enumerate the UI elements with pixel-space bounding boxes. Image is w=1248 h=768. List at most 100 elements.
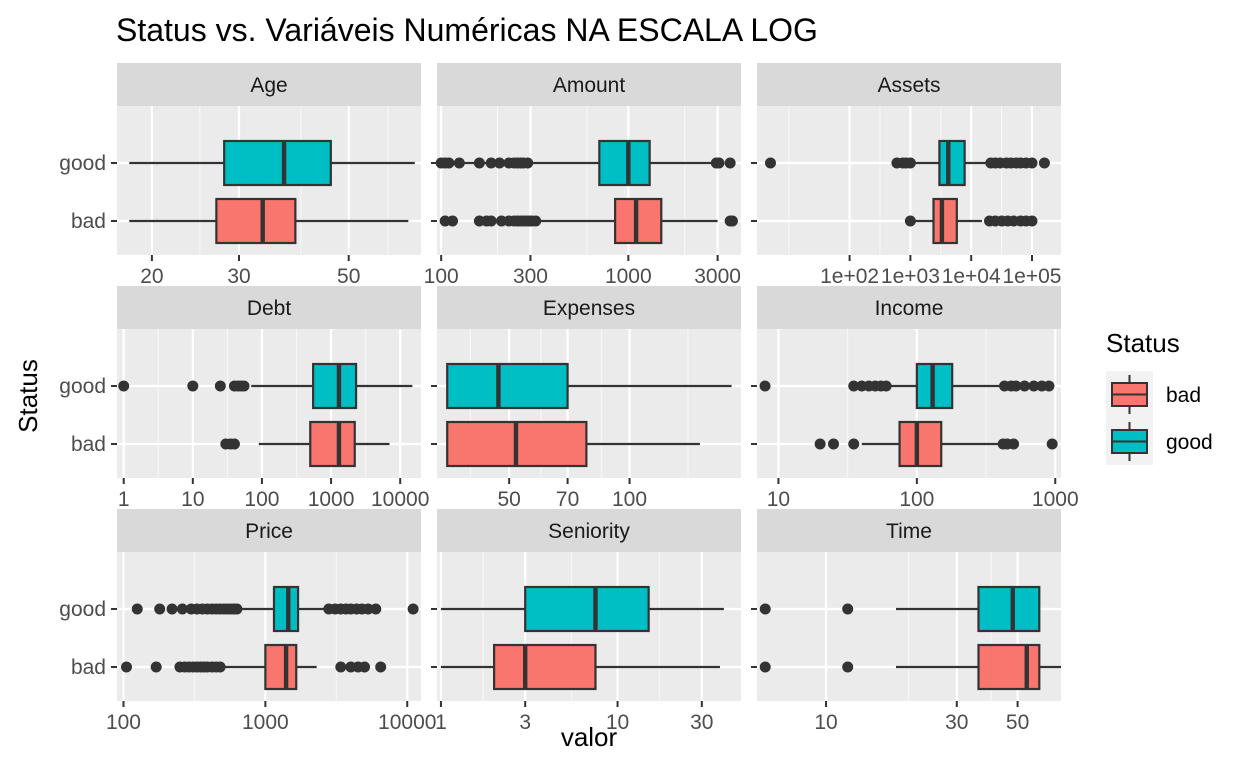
x-tick-label: 100 — [899, 488, 934, 511]
panel-expenses: Expenses 50 70 100 — [431, 286, 741, 511]
iqr-box — [598, 139, 651, 187]
x-tick-label: 1000 — [1032, 488, 1079, 511]
facet-strip — [757, 286, 1061, 329]
outlier-point — [828, 438, 840, 450]
outlier-point — [485, 215, 497, 227]
boxplot-good — [131, 585, 419, 633]
iqr-box — [977, 643, 1041, 691]
outlier-point — [842, 603, 854, 615]
boxplot-good — [764, 139, 1050, 187]
x-tick-label: 10 — [814, 711, 837, 734]
outlier-point — [1038, 157, 1050, 169]
x-tick-label: 100 — [106, 711, 141, 734]
outlier-point — [759, 661, 771, 673]
facet-strip — [757, 509, 1061, 552]
panel-background — [117, 329, 421, 478]
panel-income: Income 10 100 1000 — [751, 286, 1079, 511]
iqr-box — [264, 643, 298, 691]
outlier-point — [726, 215, 738, 227]
panel-amount: Amount 100 300 1000 3000 — [424, 63, 741, 288]
boxplot-good — [129, 139, 415, 187]
boxplot-good — [440, 585, 724, 633]
outlier-point — [150, 661, 162, 673]
outlier-point — [1008, 438, 1020, 450]
x-tick-label: 1000 — [308, 488, 355, 511]
boxplot-bad — [814, 420, 1058, 468]
outlier-point — [1046, 438, 1058, 450]
outlier-point — [494, 157, 506, 169]
outlier-point — [187, 380, 199, 392]
panel-background — [757, 106, 1061, 255]
x-tick-label: 1e+03 — [881, 265, 940, 288]
outlier-point — [120, 661, 132, 673]
x-tick-label: 20 — [140, 265, 163, 288]
iqr-box — [309, 420, 356, 468]
panel-assets: Assets 1e+02 1e+03 1e+04 1e+05 — [751, 63, 1061, 288]
outlier-point — [473, 157, 485, 169]
x-tick-label: 30 — [227, 265, 250, 288]
facet-strip-label: Amount — [553, 74, 626, 97]
x-tick-label: 1e+04 — [942, 265, 1001, 288]
boxplot-bad — [220, 420, 390, 468]
outlier-point — [166, 603, 178, 615]
boxplot-good — [435, 139, 736, 187]
x-tick-label: 10000 — [371, 488, 429, 511]
panel-time: Time 10 30 50 — [751, 509, 1061, 734]
outlier-point — [453, 157, 465, 169]
iqr-box — [938, 139, 966, 187]
x-tick-label: 100 — [612, 488, 647, 511]
iqr-box — [493, 643, 597, 691]
x-tick-label: 100 — [424, 265, 459, 288]
outlier-point — [154, 603, 166, 615]
boxplot-bad — [440, 643, 720, 691]
boxplot-good — [759, 362, 1055, 410]
outlier-point — [724, 157, 736, 169]
facet-strip — [437, 286, 741, 329]
facet-strip — [117, 63, 421, 106]
x-tick-label: 1000 — [242, 711, 289, 734]
x-tick-label: 1 — [118, 488, 130, 511]
outlier-point — [214, 380, 226, 392]
facet-strip — [757, 63, 1061, 106]
boxplot-bad — [759, 643, 1061, 691]
outlier-point — [485, 157, 497, 169]
x-axis-title: valor — [561, 722, 618, 752]
x-tick-label: 3000 — [694, 265, 741, 288]
outlier-point — [530, 215, 542, 227]
iqr-box — [932, 197, 958, 245]
iqr-box — [524, 585, 650, 633]
iqr-box — [312, 362, 358, 410]
boxplot-bad — [129, 197, 409, 245]
iqr-box — [898, 420, 943, 468]
legend: Status bad good — [1106, 328, 1213, 465]
iqr-box — [215, 197, 297, 245]
facet-strip-label: Price — [245, 520, 293, 543]
outlier-point — [904, 215, 916, 227]
y-tick-label: bad — [71, 433, 106, 456]
y-tick-label: bad — [71, 210, 106, 233]
x-tick-label: 50 — [337, 265, 360, 288]
y-tick-label: good — [59, 152, 106, 175]
outlier-point — [1028, 380, 1040, 392]
facet-strip-label: Income — [875, 297, 944, 320]
x-tick-label: 10 — [181, 488, 204, 511]
x-tick-label: 1 — [435, 711, 447, 734]
facet-strip-label: Debt — [247, 297, 292, 320]
facet-strip — [117, 286, 421, 329]
boxplot-good — [118, 362, 413, 410]
x-tick-label: 50 — [497, 488, 520, 511]
outlier-point — [759, 603, 771, 615]
outlier-point — [1043, 380, 1055, 392]
outlier-point — [713, 157, 725, 169]
x-tick-label: 1e+05 — [1002, 265, 1061, 288]
boxplot-bad — [120, 643, 387, 691]
boxplot-bad — [904, 197, 1038, 245]
legend-key-good: good — [1106, 418, 1213, 465]
iqr-box — [223, 139, 332, 187]
legend-label: bad — [1166, 384, 1201, 407]
outlier-point — [118, 380, 130, 392]
x-tick-label: 50 — [1006, 711, 1029, 734]
outlier-point — [238, 380, 250, 392]
x-tick-label: 3 — [519, 711, 531, 734]
x-tick-label: 30 — [945, 711, 968, 734]
